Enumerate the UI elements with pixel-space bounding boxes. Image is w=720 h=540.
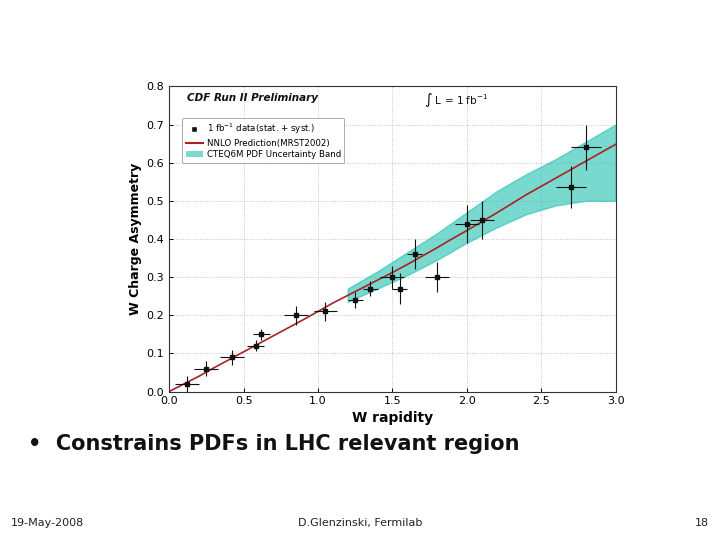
NNLO Prediction(MRST2002) [507,201,516,207]
NNLO Prediction(MRST2002) [269,333,278,339]
NNLO Prediction(MRST2002) [314,308,323,315]
Y-axis label: W Charge Asymmetry: W Charge Asymmetry [130,163,143,315]
NNLO Prediction(MRST2002) [537,183,546,190]
X-axis label: W rapidity: W rapidity [352,410,433,424]
NNLO Prediction(MRST2002) [582,158,590,164]
Line: NNLO Prediction(MRST2002): NNLO Prediction(MRST2002) [169,144,616,392]
NNLO Prediction(MRST2002) [448,236,456,242]
NNLO Prediction(MRST2002) [239,349,248,355]
Text: $\int$ L = 1 fb$^{-1}$: $\int$ L = 1 fb$^{-1}$ [423,91,488,109]
NNLO Prediction(MRST2002) [284,325,292,331]
NNLO Prediction(MRST2002) [299,316,307,323]
NNLO Prediction(MRST2002) [225,356,233,363]
NNLO Prediction(MRST2002) [343,292,352,299]
NNLO Prediction(MRST2002) [403,261,412,268]
Text: CDF Run II Preliminary: CDF Run II Preliminary [187,92,318,103]
NNLO Prediction(MRST2002) [433,245,441,251]
Text: 18: 18 [695,517,709,528]
Text: •  Constrains PDFs in LHC relevant region: • Constrains PDFs in LHC relevant region [28,434,520,455]
Legend: 1 fb$^{-1}$ data(stat. + syst.), NNLO Prediction(MRST2002), CTEQ6M PDF Uncertain: 1 fb$^{-1}$ data(stat. + syst.), NNLO Pr… [182,118,344,163]
NNLO Prediction(MRST2002) [522,192,531,198]
Text: W-Charge Asymmetry: W-Charge Asymmetry [207,21,513,45]
NNLO Prediction(MRST2002) [180,381,189,387]
NNLO Prediction(MRST2002) [477,219,486,225]
Text: 19-May-2008: 19-May-2008 [11,517,84,528]
NNLO Prediction(MRST2002) [373,277,382,284]
NNLO Prediction(MRST2002) [359,285,367,291]
NNLO Prediction(MRST2002) [567,166,575,173]
NNLO Prediction(MRST2002) [210,364,218,371]
NNLO Prediction(MRST2002) [492,210,501,216]
NNLO Prediction(MRST2002) [596,150,605,156]
NNLO Prediction(MRST2002) [611,141,620,147]
NNLO Prediction(MRST2002) [254,341,263,347]
Text: D.Glenzinski, Fermilab: D.Glenzinski, Fermilab [298,517,422,528]
NNLO Prediction(MRST2002) [388,269,397,276]
NNLO Prediction(MRST2002) [165,388,174,395]
NNLO Prediction(MRST2002) [462,227,471,234]
NNLO Prediction(MRST2002) [328,300,337,306]
NNLO Prediction(MRST2002) [194,373,203,380]
NNLO Prediction(MRST2002) [552,175,560,181]
NNLO Prediction(MRST2002) [418,253,426,259]
